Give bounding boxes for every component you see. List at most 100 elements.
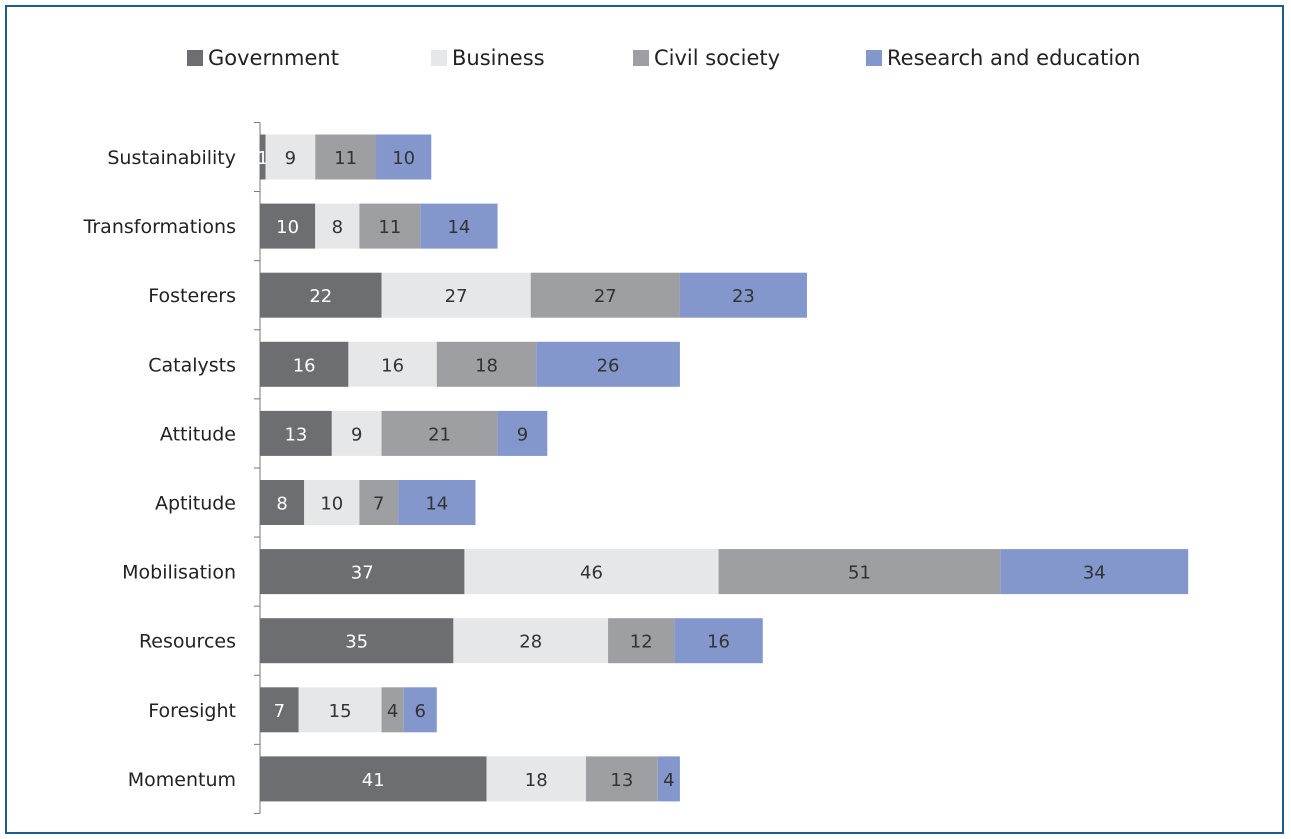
data-label: 4 (663, 770, 674, 791)
data-label: 46 (580, 563, 603, 584)
bar-segment (464, 549, 719, 595)
data-label: 9 (517, 424, 528, 445)
bar-segment (260, 134, 266, 180)
category-label: Mobilisation (122, 562, 236, 584)
data-label: 14 (425, 494, 448, 515)
data-label: 8 (276, 494, 287, 515)
bar-segment (298, 687, 382, 733)
data-label: 15 (329, 701, 352, 722)
category-label: Sustainability (107, 147, 236, 169)
data-label: 34 (1083, 563, 1106, 584)
bar-segment (608, 618, 675, 664)
data-label: 10 (276, 217, 299, 238)
bar-segment (1000, 549, 1189, 595)
legend-item-business: Business (431, 42, 545, 74)
bar-segment (530, 272, 680, 318)
legend-label-business: Business (452, 46, 545, 70)
legend: Government Business Civil society Resear… (0, 42, 1291, 74)
data-label: 11 (334, 148, 357, 169)
category-label: Resources (139, 631, 236, 653)
bar-segment (453, 618, 609, 664)
bar-segment (359, 203, 421, 249)
data-label: 13 (610, 770, 633, 791)
legend-item-civil-society: Civil society (633, 42, 780, 74)
bar-segment (260, 618, 454, 664)
bar-segment (315, 134, 377, 180)
data-label: 16 (707, 632, 730, 653)
legend-swatch-research-and-education (866, 50, 882, 66)
data-label: 16 (293, 355, 316, 376)
legend-item-government: Government (187, 42, 339, 74)
category-label: Momentum (128, 769, 236, 791)
data-label: 26 (597, 355, 620, 376)
data-label: 13 (284, 424, 307, 445)
data-label: 6 (414, 701, 425, 722)
bar-segment (260, 341, 349, 387)
bar-segment (260, 480, 305, 525)
chart-frame (5, 5, 1284, 834)
data-label: 7 (373, 494, 384, 515)
legend-item-research-and-education: Research and education (866, 42, 1140, 74)
bar-segment (260, 687, 299, 733)
data-label: 22 (309, 286, 332, 307)
data-label: 1 (257, 148, 268, 169)
bar-segment (260, 756, 487, 802)
category-label: Aptitude (155, 493, 236, 515)
data-label: 10 (392, 148, 415, 169)
bar-segment (376, 134, 432, 180)
bar-segment (260, 410, 332, 456)
category-label: Catalysts (148, 354, 236, 376)
data-label: 27 (445, 286, 468, 307)
bar-segment (381, 410, 498, 456)
bar-segment (381, 272, 531, 318)
bar-segment (679, 272, 807, 318)
legend-swatch-civil-society (633, 50, 649, 66)
bar-segment (436, 341, 537, 387)
data-label: 27 (594, 286, 617, 307)
bar-segment (585, 756, 658, 802)
data-label: 9 (285, 148, 296, 169)
bar-segment (260, 549, 465, 595)
bar-segment (331, 410, 382, 456)
data-label: 11 (378, 217, 401, 238)
bar-segment (260, 203, 316, 249)
bar-segment (359, 480, 399, 525)
data-label: 12 (630, 632, 653, 653)
bar-segment (260, 272, 382, 318)
data-label: 14 (447, 217, 470, 238)
data-label: 41 (362, 770, 385, 791)
bar-segment (536, 341, 680, 387)
legend-swatch-business (431, 50, 447, 66)
legend-label-civil-society: Civil society (654, 46, 781, 70)
bar-segment (315, 203, 360, 249)
data-label: 10 (320, 494, 343, 515)
bar-segment (304, 480, 360, 525)
data-label: 9 (351, 424, 362, 445)
data-label: 8 (332, 217, 343, 238)
bar-segment (674, 618, 763, 664)
category-label: Attitude (160, 423, 236, 445)
bar-segment (497, 410, 548, 456)
category-label: Transformations (83, 216, 236, 238)
category-label: Foresight (148, 700, 236, 722)
data-label: 4 (387, 701, 398, 722)
legend-label-research-and-education: Research and education (887, 46, 1141, 70)
data-label: 21 (428, 424, 451, 445)
data-label: 28 (519, 632, 542, 653)
data-label: 18 (475, 355, 498, 376)
data-label: 7 (274, 701, 285, 722)
bar-segment (486, 756, 586, 802)
data-label: 35 (345, 632, 368, 653)
bar-segment (398, 480, 476, 525)
legend-swatch-government (187, 50, 203, 66)
category-label: Fosterers (148, 285, 236, 307)
bar-segment (381, 687, 404, 733)
data-label: 18 (525, 770, 548, 791)
bar-segment (420, 203, 498, 249)
legend-label-government: Government (208, 46, 339, 70)
bar-segment (657, 756, 680, 802)
bar-segment (403, 687, 437, 733)
data-label: 16 (381, 355, 404, 376)
data-label: 37 (351, 563, 374, 584)
